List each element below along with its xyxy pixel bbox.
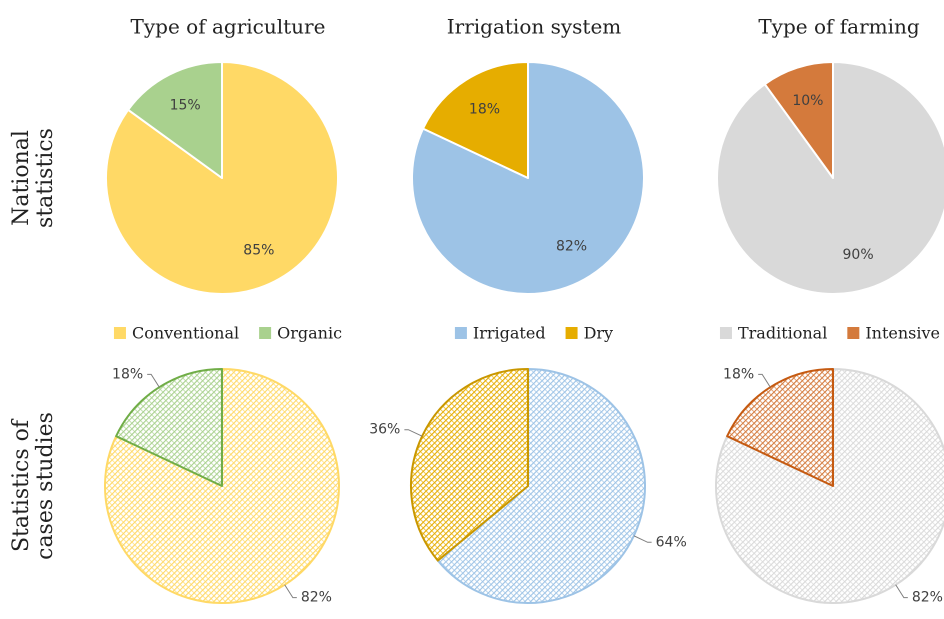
pie-slice xyxy=(726,368,834,487)
pie-slice xyxy=(422,61,529,179)
leader-line xyxy=(147,373,160,388)
pie-slice xyxy=(716,61,944,295)
legend-swatch xyxy=(847,327,860,339)
data-label: 18% xyxy=(469,101,500,117)
data-label: 64% xyxy=(656,534,687,550)
chart-title: Type of farming xyxy=(758,15,920,39)
leader-line xyxy=(404,429,423,437)
leader-line xyxy=(895,584,908,599)
legend-swatch xyxy=(259,327,272,339)
data-label: 85% xyxy=(243,242,274,258)
legend: Conventional Organic xyxy=(113,324,342,343)
chart-title: Irrigation system xyxy=(447,15,622,39)
data-label: 10% xyxy=(792,93,823,109)
chart-title: Type of agriculture xyxy=(131,15,326,39)
pie-slice xyxy=(715,368,944,604)
data-label: 82% xyxy=(556,239,587,255)
data-label: 18% xyxy=(112,366,143,382)
legend: Traditional Intensive xyxy=(719,324,940,343)
legend-swatch xyxy=(113,327,126,339)
legend-label: Dry xyxy=(584,324,614,343)
row-label: Statistics of cases studies xyxy=(9,412,58,560)
data-label: 36% xyxy=(369,422,400,438)
data-label: 18% xyxy=(723,366,754,382)
pie-slice xyxy=(436,368,646,604)
row-label-line: statistics xyxy=(33,128,58,228)
pie-slice xyxy=(127,61,223,179)
row-label-line: Statistics of xyxy=(9,418,34,552)
data-label: 15% xyxy=(170,98,201,114)
leader-line xyxy=(284,584,297,599)
row-label-line: National xyxy=(9,130,34,226)
row-label: National statistics xyxy=(9,128,58,228)
legend-label: Organic xyxy=(277,324,342,343)
data-label: 82% xyxy=(912,590,943,606)
pie-slice xyxy=(115,368,223,487)
legend-swatch xyxy=(454,327,467,339)
legend-swatch xyxy=(565,327,578,339)
data-label: 90% xyxy=(843,247,874,263)
leader-line xyxy=(633,535,652,543)
data-label: 82% xyxy=(301,590,332,606)
legend-label: Intensive xyxy=(865,324,940,343)
legend-label: Traditional xyxy=(738,324,827,343)
row-label-line: cases studies xyxy=(33,412,58,560)
legend-label: Conventional xyxy=(132,324,239,343)
legend-swatch xyxy=(719,327,732,339)
legend: Irrigated Dry xyxy=(454,324,614,343)
legend-label: Irrigated xyxy=(473,324,546,343)
leader-line xyxy=(758,373,771,388)
pie-slice xyxy=(763,61,834,179)
